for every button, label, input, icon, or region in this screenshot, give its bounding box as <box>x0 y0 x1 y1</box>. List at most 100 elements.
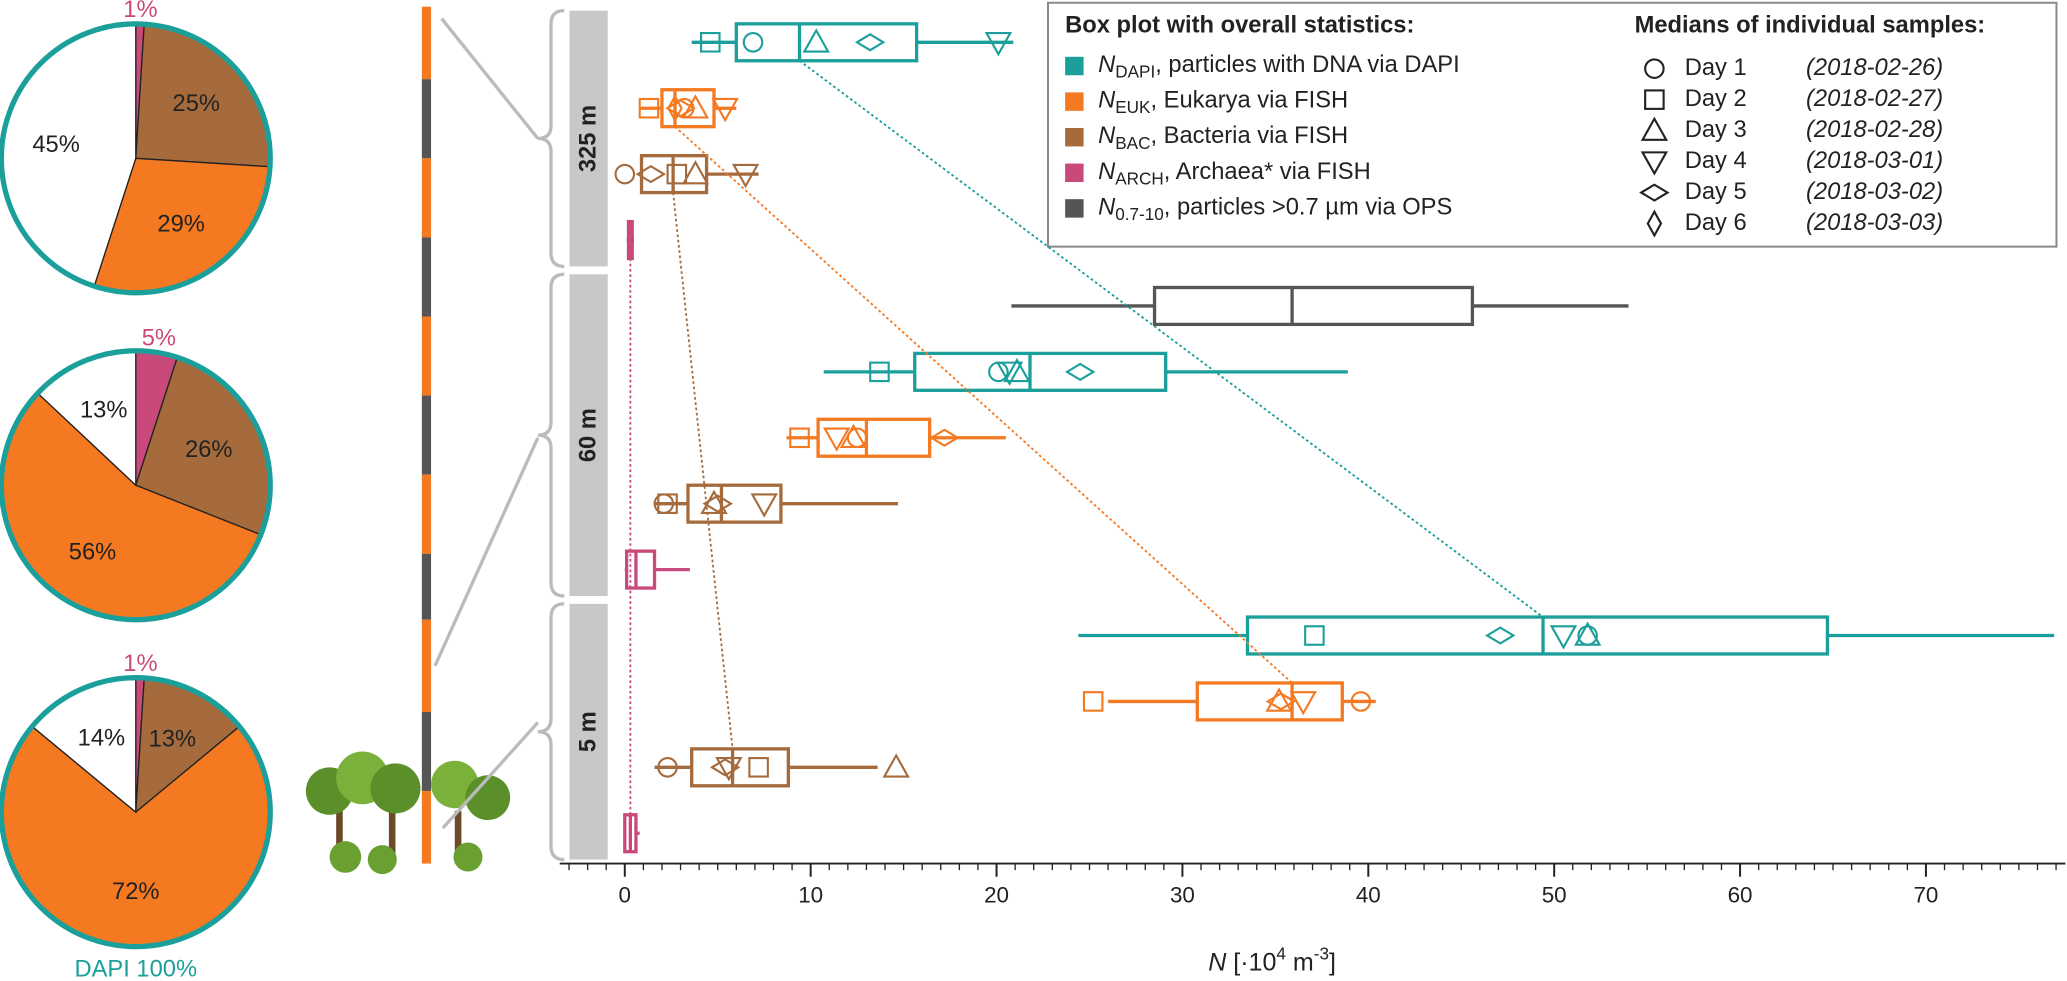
day-marker <box>1644 89 1665 110</box>
legend-subscript: DAPI <box>1115 61 1155 81</box>
legend-label: NEUK, Eukarya via FISH <box>1098 88 1348 117</box>
tower-segment <box>421 158 432 238</box>
group-label: 5 m <box>576 711 602 752</box>
day-marker <box>750 493 778 518</box>
day-marker <box>1573 621 1602 646</box>
legend-label: N0.7-10, particles >0.7 µm via OPS <box>1098 195 1452 224</box>
legend-text: , Archaea* via FISH <box>1164 159 1371 185</box>
group-brace <box>537 9 565 269</box>
tree-trunk <box>336 810 343 864</box>
x-tick-label: 0 <box>619 882 631 907</box>
pie-outline <box>0 348 273 623</box>
box <box>913 351 1168 392</box>
day-marker <box>748 757 769 778</box>
day-marker <box>1350 691 1372 712</box>
x-axis-label-part: ] <box>1329 948 1336 976</box>
tower <box>421 6 432 864</box>
day-marker <box>1485 626 1516 645</box>
day-marker <box>1640 151 1669 176</box>
legend-symbol: N <box>1098 123 1116 149</box>
legend-subscript: EUK <box>1115 97 1151 117</box>
pie-label: 14% <box>78 725 125 751</box>
pie-label: 29% <box>157 211 204 237</box>
legend-swatch <box>1065 199 1084 218</box>
day-marker <box>1082 691 1104 712</box>
legend-date: (2018-03-02) <box>1806 179 1943 205</box>
x-axis-label: N [·104 m-3] <box>1208 943 1336 976</box>
legend-symbol: N <box>1098 88 1116 114</box>
day-marker <box>711 97 739 123</box>
box <box>1152 285 1475 327</box>
day-marker <box>1640 116 1669 141</box>
group-bar <box>569 603 608 860</box>
legend-text: , particles with DNA via DAPI <box>1155 52 1460 78</box>
box <box>816 417 932 458</box>
pie-label: 5% <box>142 326 176 352</box>
tower-segment <box>421 316 432 396</box>
legend-swatch <box>1065 163 1084 183</box>
day-marker <box>882 753 910 778</box>
legend-day: Day 4 <box>1685 148 1747 174</box>
day-marker <box>1064 362 1096 381</box>
legend-day: Day 1 <box>1685 55 1747 81</box>
height-connector <box>440 17 540 140</box>
day-marker <box>665 99 696 118</box>
day-marker <box>1265 692 1297 711</box>
day-marker <box>1549 625 1578 650</box>
tree-trunk <box>454 810 462 864</box>
trees <box>305 751 511 875</box>
day-marker <box>1304 625 1325 646</box>
group-bar <box>569 274 608 596</box>
day-marker <box>666 163 688 185</box>
tower-segment <box>421 6 432 80</box>
legend-swatch <box>1065 92 1084 111</box>
legend-symbol: N <box>1098 52 1116 78</box>
box <box>1195 681 1344 722</box>
day-marker <box>1289 691 1317 716</box>
group-brace <box>537 272 565 598</box>
tower-segment <box>421 553 432 620</box>
pie-outline <box>0 675 273 950</box>
legend-label: NBAC, Bacteria via FISH <box>1098 123 1348 152</box>
legend-date: (2018-03-01) <box>1806 148 1943 174</box>
x-tick-label: 20 <box>984 882 1009 907</box>
x-axis-label-part: m <box>1286 948 1314 976</box>
group-bar <box>569 10 608 267</box>
legend-text: , Eukarya via FISH <box>1150 88 1348 114</box>
box <box>660 88 716 129</box>
legend-text: , Bacteria via FISH <box>1150 123 1348 149</box>
box <box>734 22 919 63</box>
day-marker <box>1646 209 1663 238</box>
tree-crown <box>465 775 511 821</box>
group-label: 325 m <box>576 105 602 172</box>
bush <box>453 842 483 872</box>
x-tick-label: 60 <box>1728 882 1753 907</box>
legend-text: , particles >0.7 µm via OPS <box>1164 195 1453 221</box>
day-marker <box>823 427 851 452</box>
day-marker <box>802 28 830 53</box>
day-marker <box>742 32 764 53</box>
pie-caption: DAPI 100% <box>74 957 197 981</box>
pie-outline <box>0 21 273 296</box>
day-marker <box>1644 58 1665 79</box>
legend-swatch <box>1065 127 1084 147</box>
day-marker <box>657 493 678 514</box>
box <box>624 549 657 590</box>
pie-label: 25% <box>173 91 220 117</box>
tree-trunk <box>388 810 396 864</box>
day-marker <box>995 361 1024 386</box>
pie-label: 45% <box>32 132 79 158</box>
day-marker <box>1265 687 1293 712</box>
bush <box>367 845 397 875</box>
legend-day: Day 2 <box>1685 86 1747 112</box>
legend-date: (2018-03-03) <box>1806 210 1943 236</box>
legend-symbol: N <box>1098 159 1116 185</box>
day-marker <box>1003 357 1031 383</box>
x-axis-label-part: N <box>1208 948 1227 976</box>
x-tick-label: 30 <box>1170 882 1195 907</box>
x-tick-label: 10 <box>798 882 823 907</box>
tower-segment <box>421 711 432 792</box>
day-marker <box>702 494 733 513</box>
tower-segment <box>421 237 432 317</box>
